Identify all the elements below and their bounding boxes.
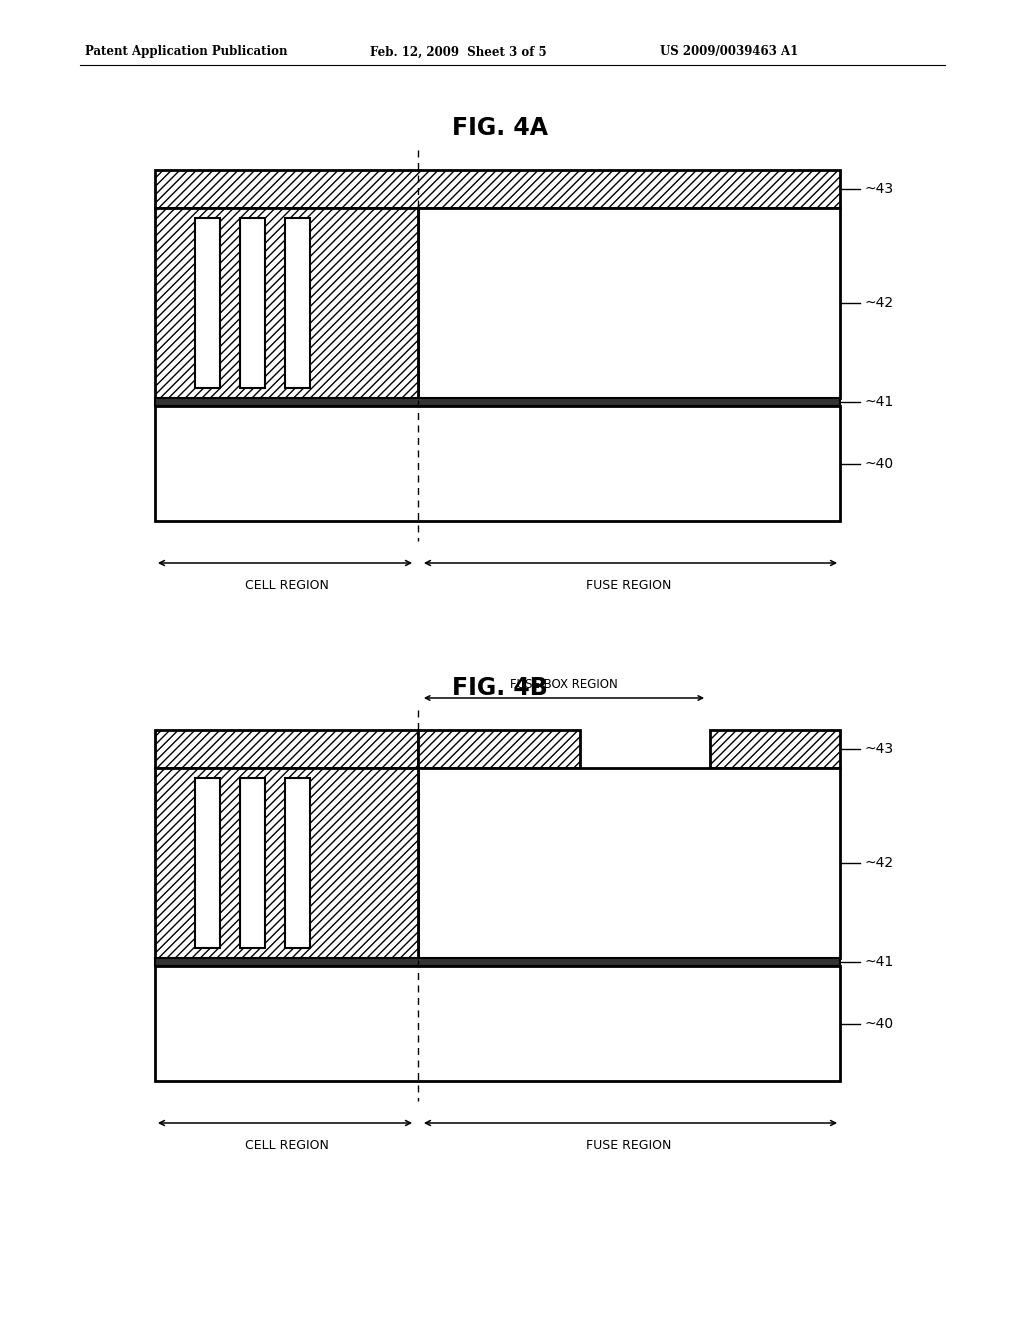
Bar [155,730,418,768]
Text: ~40: ~40 [864,457,893,470]
Text: ~40: ~40 [864,1016,893,1031]
Bar [155,209,418,399]
Text: ~42: ~42 [864,296,893,310]
Text: FIG. 4B: FIG. 4B [453,676,548,700]
Text: ~43: ~43 [864,742,893,756]
Bar [195,218,220,388]
Text: FUSE BOX REGION: FUSE BOX REGION [510,678,617,690]
Text: ~42: ~42 [864,855,893,870]
Bar [155,170,840,209]
Text: US 2009/0039463 A1: US 2009/0039463 A1 [660,45,799,58]
Bar [418,768,840,958]
Bar [155,958,840,966]
Bar [155,768,418,958]
Text: FIG. 4A: FIG. 4A [452,116,548,140]
Bar [240,218,265,388]
Bar [155,170,840,209]
Text: Patent Application Publication: Patent Application Publication [85,45,288,58]
Bar [710,730,840,768]
Bar [285,777,310,948]
Bar [418,730,580,768]
Bar [418,730,580,768]
Bar [285,218,310,388]
Bar [155,209,418,399]
Bar [155,966,840,1081]
Text: ~43: ~43 [864,182,893,195]
Bar [240,777,265,948]
Text: FUSE REGION: FUSE REGION [587,579,672,591]
Text: ~41: ~41 [864,954,893,969]
Bar [155,730,418,768]
Text: Feb. 12, 2009  Sheet 3 of 5: Feb. 12, 2009 Sheet 3 of 5 [370,45,547,58]
Bar [418,209,840,399]
Bar [710,730,840,768]
Bar [155,407,840,521]
Bar [155,399,840,407]
Bar [195,777,220,948]
Bar [155,768,418,958]
Text: CELL REGION: CELL REGION [245,1139,329,1152]
Text: CELL REGION: CELL REGION [245,579,329,591]
Text: FUSE REGION: FUSE REGION [587,1139,672,1152]
Text: ~41: ~41 [864,395,893,409]
